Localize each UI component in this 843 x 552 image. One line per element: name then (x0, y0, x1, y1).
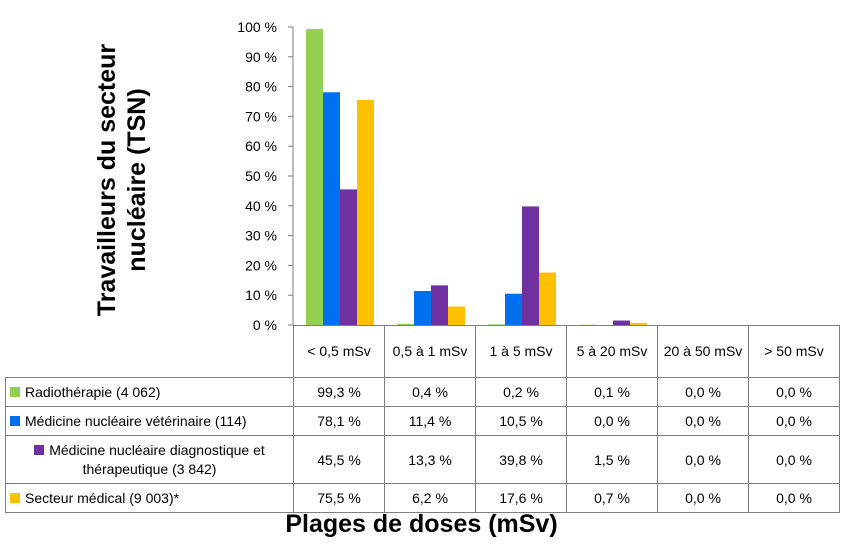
table-row: Radiothérapie (4 062) 99,3 % 0,4 % 0,2 %… (5, 377, 840, 407)
y-tick-label: 20 % (245, 257, 277, 273)
data-cell: 0,0 % (748, 377, 840, 407)
series-name: Médicine nucléaire vétérinaire (114) (25, 413, 247, 429)
data-cell: 0,0 % (748, 406, 840, 436)
category-label: < 0,5 mSv (293, 325, 385, 378)
data-cell: 0,7 % (566, 483, 658, 513)
y-tick-label: 30 % (245, 228, 277, 244)
bar (539, 272, 556, 325)
legend-swatch (10, 387, 20, 397)
y-tick-label: 90 % (245, 49, 277, 65)
series-name: Secteur médical (9 003)* (25, 490, 180, 506)
data-cell: 11,4 % (384, 406, 476, 436)
legend-swatch (34, 444, 45, 455)
series-name: Radiothérapie (4 062) (25, 384, 161, 400)
y-axis-title-container: Travailleurs du secteur nucléaire (TSN) (72, 30, 172, 330)
legend-swatch (10, 416, 20, 426)
table-corner (5, 325, 294, 378)
data-cell: 17,6 % (475, 483, 567, 513)
data-cell: 45,5 % (293, 435, 385, 484)
data-cell: 0,0 % (657, 406, 749, 436)
data-cell: 0,0 % (657, 377, 749, 407)
y-tick-label: 50 % (245, 168, 277, 184)
data-cell: 0,0 % (566, 406, 658, 436)
data-cell: 0,0 % (657, 483, 749, 513)
data-cell: 39,8 % (475, 435, 567, 484)
series-name: Médicine nucléaire diagnostique et théra… (49, 441, 265, 477)
data-cell: 0,4 % (384, 377, 476, 407)
category-label: 0,5 à 1 mSv (384, 325, 476, 378)
bar (323, 92, 340, 326)
legend-entry: Médicine nucléaire vétérinaire (114) (5, 406, 294, 436)
y-tick-label: 40 % (245, 198, 277, 214)
bar (357, 100, 374, 325)
data-cell: 0,1 % (566, 377, 658, 407)
bar (630, 322, 647, 325)
data-cell: 75,5 % (293, 483, 385, 513)
y-axis: 0 %10 %20 %30 %40 %50 %60 %70 %80 %90 %1… (237, 19, 293, 333)
data-cell: 0,0 % (748, 435, 840, 484)
y-axis-title: Travailleurs du secteur nucléaire (TSN) (93, 43, 151, 317)
data-cell: 6,2 % (384, 483, 476, 513)
bar (522, 206, 539, 325)
legend-entry: Médicine nucléaire diagnostique et théra… (5, 435, 294, 484)
bar (431, 285, 448, 325)
y-tick-label: 10 % (245, 287, 277, 303)
bar (397, 323, 414, 325)
table-header-row: < 0,5 mSv 0,5 à 1 mSv 1 à 5 mSv 5 à 20 m… (5, 325, 840, 378)
bar (340, 189, 357, 325)
table-row: Médicine nucléaire vétérinaire (114) 78,… (5, 406, 840, 436)
data-cell: 78,1 % (293, 406, 385, 436)
data-table: < 0,5 mSv 0,5 à 1 mSv 1 à 5 mSv 5 à 20 m… (5, 325, 840, 513)
bars (306, 29, 647, 326)
data-cell: 1,5 % (566, 435, 658, 484)
table-row: Médicine nucléaire diagnostique et théra… (5, 435, 840, 484)
bar (414, 291, 431, 325)
bar (505, 293, 522, 325)
table-row: Secteur médical (9 003)* 75,5 % 6,2 % 17… (5, 483, 840, 513)
bar (306, 29, 323, 326)
category-label: 5 à 20 mSv (566, 325, 658, 378)
category-label: 1 à 5 mSv (475, 325, 567, 378)
y-tick-label: 80 % (245, 79, 277, 95)
legend-entry: Secteur médical (9 003)* (5, 483, 294, 513)
legend-swatch (10, 493, 20, 503)
category-label: 20 à 50 mSv (657, 325, 749, 378)
x-axis-title: Plages de doses (mSv) (285, 510, 558, 538)
data-cell: 0,0 % (657, 435, 749, 484)
category-label: > 50 mSv (748, 325, 840, 378)
legend-entry: Radiothérapie (4 062) (5, 377, 294, 407)
data-cell: 10,5 % (475, 406, 567, 436)
data-cell: 99,3 % (293, 377, 385, 407)
y-tick-label: 100 % (237, 19, 277, 35)
bar (448, 306, 465, 325)
bar (488, 324, 505, 325)
data-cell: 13,3 % (384, 435, 476, 484)
data-cell: 0,0 % (748, 483, 840, 513)
data-cell: 0,2 % (475, 377, 567, 407)
bar (613, 320, 630, 325)
y-tick-label: 60 % (245, 138, 277, 154)
y-tick-label: 70 % (245, 108, 277, 124)
